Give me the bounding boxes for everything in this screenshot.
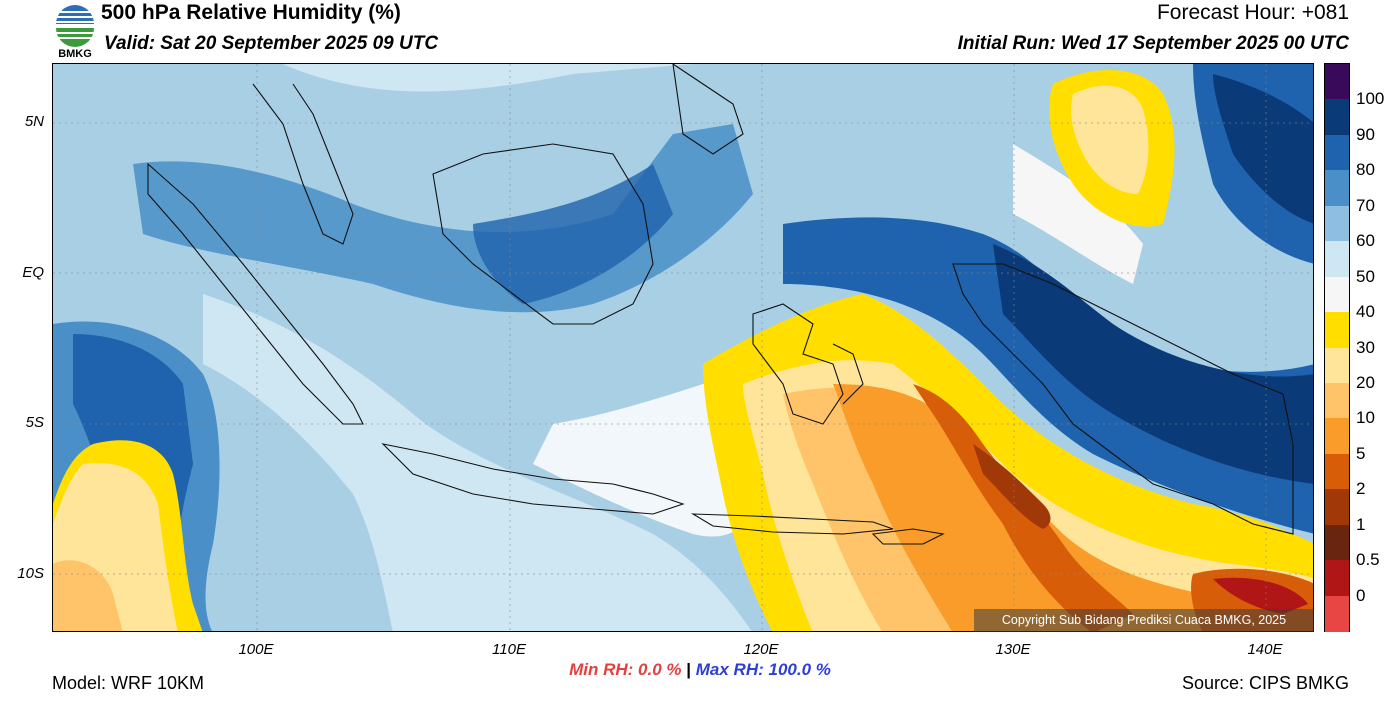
colorbar-label: 30 — [1356, 337, 1375, 357]
max-rh-value: 100.0 % — [768, 660, 831, 679]
max-rh-label: Max RH: — [695, 660, 764, 679]
lon-label-100e: 100E — [238, 641, 274, 658]
colorbar-segment — [1325, 99, 1349, 136]
lon-label-110e: 110E — [492, 641, 526, 658]
colorbar-segment — [1325, 276, 1349, 313]
humidity-map-field — [53, 64, 1313, 631]
lat-label-eq: EQ — [22, 264, 44, 281]
colorbar-segment — [1325, 205, 1349, 242]
colorbar-label: 100 — [1356, 89, 1385, 109]
forecast-hour: Forecast Hour: +081 — [1156, 1, 1349, 24]
stats-separator: | — [686, 660, 692, 679]
min-rh-value: 0.0 % — [638, 660, 682, 679]
initial-run: Initial Run: Wed 17 September 2025 00 UT… — [957, 33, 1349, 54]
colorbar-segment — [1325, 560, 1349, 597]
colorbar-label: 90 — [1356, 124, 1375, 144]
rh-stats: Min RH: 0.0 % | Max RH: 100.0 % — [0, 660, 1400, 680]
colorbar-label: 50 — [1356, 266, 1375, 286]
coastlines — [147, 64, 1294, 545]
colorbar-segment — [1325, 134, 1349, 171]
colorbar-segment — [1325, 453, 1349, 490]
colorbar-label: 5 — [1356, 443, 1366, 463]
lon-label-130e: 130E — [995, 641, 1031, 658]
copyright-notice: Copyright Sub Bidang Prediksi Cuaca BMKG… — [974, 609, 1314, 632]
colorbar-segment — [1325, 170, 1349, 207]
source-label: Source: CIPS BMKG — [1181, 673, 1349, 693]
bmkg-logo-text: BMKG — [58, 48, 92, 60]
colorbar-segment — [1325, 64, 1349, 100]
colorbar-segment — [1325, 382, 1349, 419]
colorbar-label: 1 — [1356, 514, 1366, 534]
colorbar-segment — [1325, 312, 1349, 348]
colorbar-segment — [1325, 595, 1349, 632]
colorbar-segment — [1325, 524, 1349, 561]
colorbar-segment — [1325, 489, 1349, 526]
lat-label-10s: 10S — [17, 565, 44, 582]
min-rh-label: Min RH: — [569, 660, 634, 679]
lon-label-120e: 120E — [743, 641, 779, 658]
colorbar-segment — [1325, 347, 1349, 384]
colorbar-segment — [1325, 241, 1349, 278]
colorbar-label: 20 — [1356, 372, 1375, 392]
lat-label-5s: 5S — [25, 414, 44, 431]
colorbar-segment — [1325, 418, 1349, 455]
colorbar-label: 60 — [1356, 231, 1375, 251]
colorbar — [1324, 63, 1350, 632]
bmkg-logo: BMKG — [52, 2, 98, 60]
lon-label-140e: 140E — [1247, 641, 1283, 658]
humidity-map — [52, 63, 1314, 632]
colorbar-label: 40 — [1356, 302, 1375, 322]
chart-title: 500 hPa Relative Humidity (%) — [101, 1, 401, 24]
colorbar-label: 80 — [1356, 160, 1375, 180]
lat-label-5n: 5N — [24, 113, 44, 130]
colorbar-label: 70 — [1356, 195, 1375, 215]
colorbar-label: 10 — [1356, 408, 1375, 428]
colorbar-label: 0 — [1356, 585, 1366, 605]
bmkg-logo-mark — [56, 5, 94, 47]
colorbar-label: 0.5 — [1356, 550, 1380, 570]
colorbar-label: 2 — [1356, 479, 1366, 499]
valid-time: Valid: Sat 20 September 2025 09 UTC — [104, 33, 439, 54]
model-label: Model: WRF 10KM — [52, 673, 205, 693]
